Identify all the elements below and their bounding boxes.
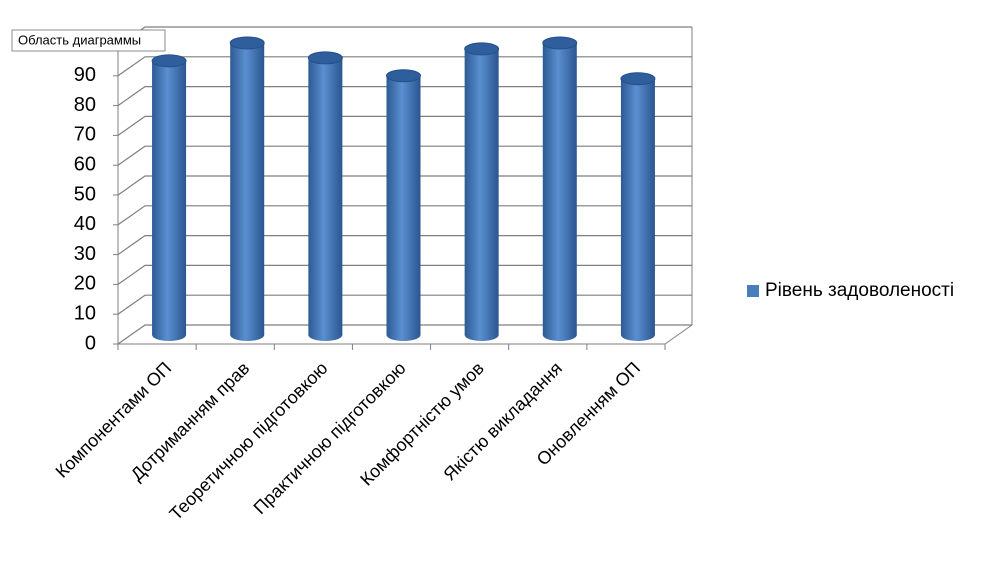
tooltip: Область диаграммы xyxy=(11,29,166,52)
grid-line xyxy=(117,175,692,196)
grid-line xyxy=(117,205,692,226)
bar-bottom xyxy=(152,329,187,341)
grid-line xyxy=(117,145,692,166)
y-tick-label: 60 xyxy=(74,153,96,175)
bar-top xyxy=(151,54,187,68)
legend-label: Рівень задоволеності xyxy=(765,280,954,301)
y-tick-label: 20 xyxy=(74,273,96,295)
y-tick-label: 30 xyxy=(74,243,96,265)
grid-line xyxy=(117,115,692,136)
bar-top xyxy=(542,36,578,50)
tooltip-text: Область диаграммы xyxy=(18,32,141,47)
bar xyxy=(386,75,421,336)
y-tick-label: 40 xyxy=(74,213,96,235)
bar xyxy=(230,42,265,336)
bar-bottom xyxy=(542,329,577,341)
bar-top xyxy=(229,36,265,50)
grid-line xyxy=(117,264,692,285)
grid-line xyxy=(117,85,692,107)
y-tick-label: 50 xyxy=(74,183,96,205)
plot-frame: 0102030405060708090100Компонентами ОПДот… xyxy=(52,26,693,524)
bar xyxy=(464,48,499,336)
tooltip-box xyxy=(11,29,166,52)
grid-line xyxy=(117,324,692,345)
bar xyxy=(152,60,187,336)
legend-swatch xyxy=(747,285,759,297)
bar-bottom xyxy=(308,329,343,341)
bar-bottom xyxy=(230,329,265,341)
y-tick-label: 0 xyxy=(85,332,96,354)
bars xyxy=(151,36,656,341)
grid-line xyxy=(117,294,692,315)
bar-bottom xyxy=(620,329,655,341)
grid-line xyxy=(117,26,692,47)
bar-top xyxy=(386,69,421,83)
y-tick-label: 10 xyxy=(74,302,96,324)
bar xyxy=(308,57,343,336)
bar-top xyxy=(464,42,500,56)
bar-top xyxy=(307,51,343,65)
x-tick-label: Практичною підготовкою xyxy=(250,358,410,518)
y-tick-label: 90 xyxy=(74,64,96,86)
floor-edge xyxy=(664,324,693,345)
grid-line xyxy=(117,56,692,77)
bar xyxy=(542,42,577,336)
grid-line xyxy=(117,235,692,256)
y-tick-label: 80 xyxy=(74,94,96,116)
bar-bottom xyxy=(464,329,499,341)
bar-bottom xyxy=(386,329,421,341)
bar-top xyxy=(620,72,656,86)
x-tick-label: Теоретичною підготовкою xyxy=(166,358,332,524)
y-tick-label: 70 xyxy=(74,124,96,146)
bar xyxy=(620,78,655,335)
